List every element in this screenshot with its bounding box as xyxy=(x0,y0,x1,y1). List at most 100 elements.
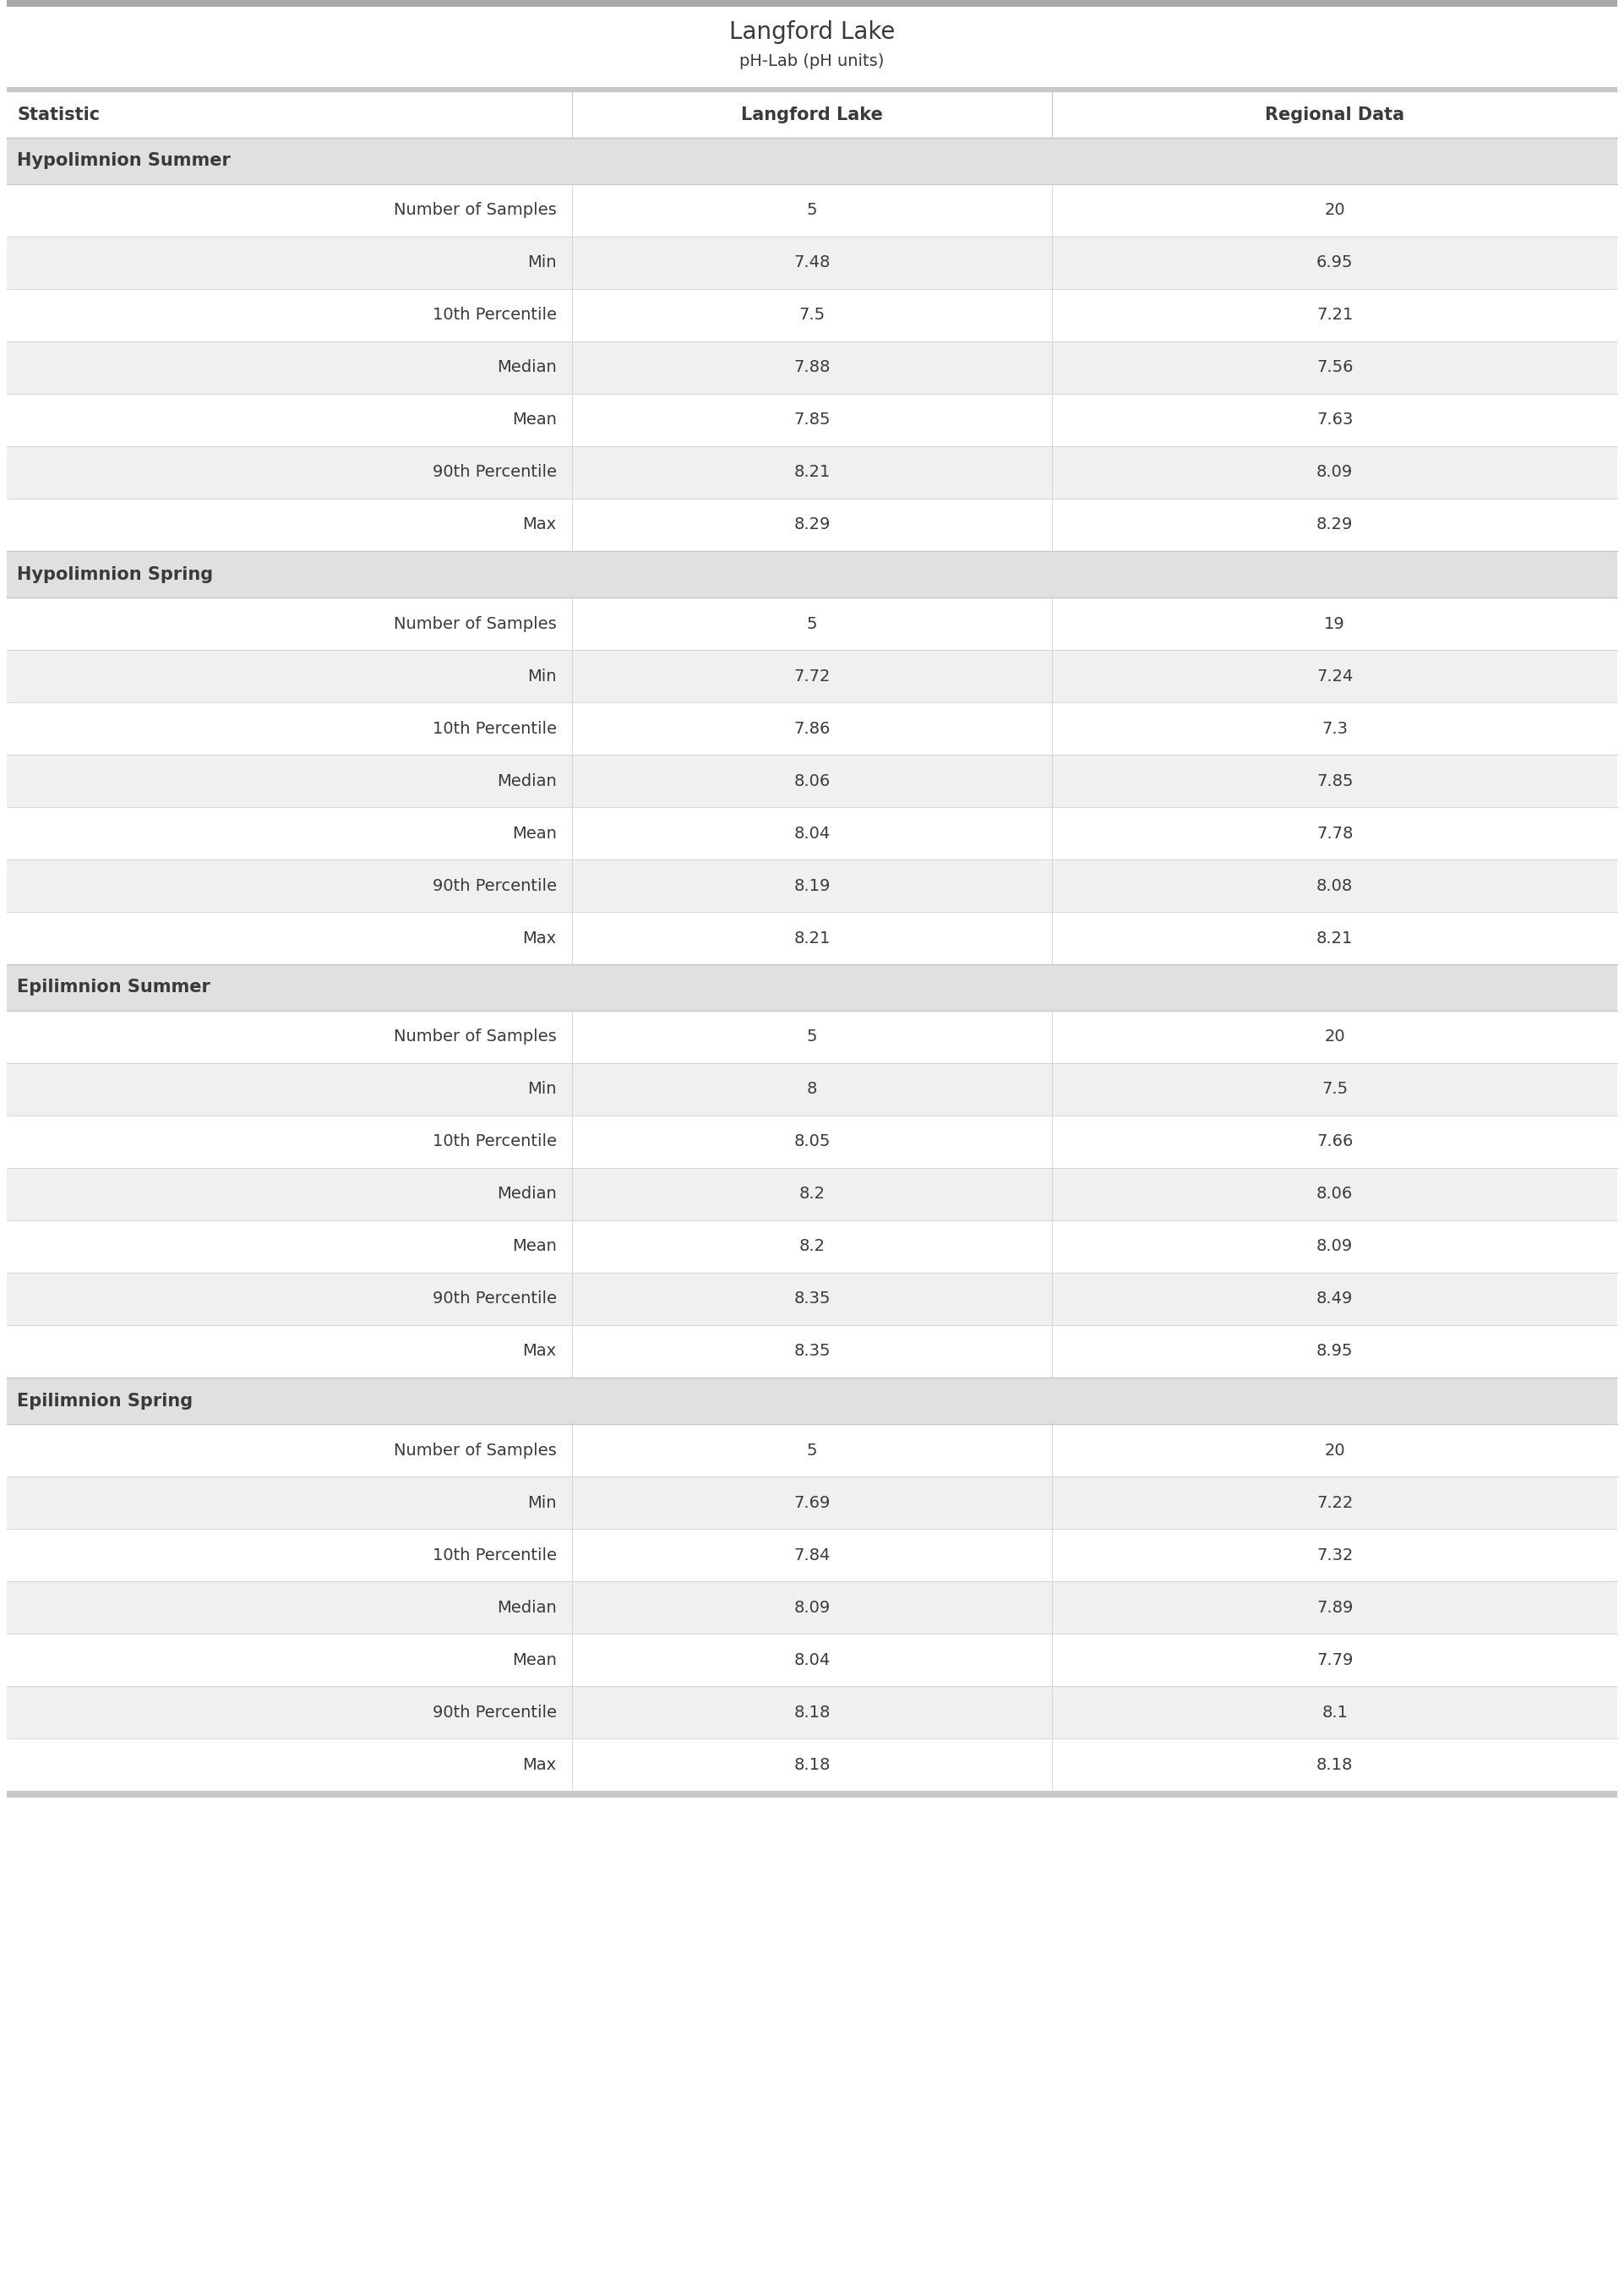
Bar xyxy=(6,1739,1618,1791)
Text: 90th Percentile: 90th Percentile xyxy=(432,1292,557,1308)
Text: Epilimnion Spring: Epilimnion Spring xyxy=(16,1392,193,1410)
Text: 8.29: 8.29 xyxy=(1317,518,1353,533)
Text: 8.08: 8.08 xyxy=(1317,878,1353,894)
Text: 7.85: 7.85 xyxy=(1317,772,1353,790)
Bar xyxy=(6,754,1618,808)
Bar xyxy=(6,913,1618,965)
Text: Hypolimnion Spring: Hypolimnion Spring xyxy=(16,565,213,583)
Text: Langford Lake: Langford Lake xyxy=(741,107,883,123)
Text: Mean: Mean xyxy=(512,411,557,429)
Text: 7.66: 7.66 xyxy=(1317,1133,1353,1151)
Text: Max: Max xyxy=(523,1757,557,1773)
Text: Statistic: Statistic xyxy=(16,107,99,123)
Text: 7.5: 7.5 xyxy=(799,306,825,322)
Text: 8.09: 8.09 xyxy=(1317,465,1353,481)
Text: 8.35: 8.35 xyxy=(794,1344,830,1360)
Text: Median: Median xyxy=(497,1187,557,1203)
Bar xyxy=(6,91,1618,138)
Text: 8.18: 8.18 xyxy=(794,1705,830,1721)
Text: 10th Percentile: 10th Percentile xyxy=(432,1546,557,1564)
Bar xyxy=(6,499,1618,552)
Text: Median: Median xyxy=(497,1600,557,1616)
Text: 8.06: 8.06 xyxy=(1317,1187,1353,1203)
Text: 8.49: 8.49 xyxy=(1317,1292,1353,1308)
Bar xyxy=(6,1634,1618,1687)
Bar xyxy=(6,597,1618,649)
Text: 7.24: 7.24 xyxy=(1317,667,1353,683)
Text: 7.85: 7.85 xyxy=(794,411,830,429)
Text: 7.63: 7.63 xyxy=(1317,411,1353,429)
Text: 8.2: 8.2 xyxy=(799,1187,825,1203)
Text: 5: 5 xyxy=(807,202,817,218)
Text: 8.29: 8.29 xyxy=(794,518,830,533)
Bar xyxy=(6,1476,1618,1528)
Text: 8.19: 8.19 xyxy=(794,878,830,894)
Bar xyxy=(6,965,1618,1010)
Text: 7.88: 7.88 xyxy=(794,359,830,375)
Bar xyxy=(6,701,1618,754)
Bar xyxy=(6,649,1618,701)
Bar xyxy=(6,0,1618,7)
Text: 7.69: 7.69 xyxy=(794,1494,830,1510)
Text: 8.95: 8.95 xyxy=(1317,1344,1353,1360)
Text: Number of Samples: Number of Samples xyxy=(393,1441,557,1457)
Text: 20: 20 xyxy=(1325,1028,1345,1044)
Text: 8.04: 8.04 xyxy=(794,1653,830,1668)
Text: 7.3: 7.3 xyxy=(1322,720,1348,735)
Text: 20: 20 xyxy=(1325,1441,1345,1457)
Text: 8.21: 8.21 xyxy=(794,465,830,481)
Bar xyxy=(6,7,1618,86)
Text: 10th Percentile: 10th Percentile xyxy=(432,306,557,322)
Text: 8.2: 8.2 xyxy=(799,1239,825,1255)
Bar xyxy=(6,808,1618,860)
Text: Median: Median xyxy=(497,772,557,790)
Bar xyxy=(6,1221,1618,1273)
Bar xyxy=(6,860,1618,913)
Bar xyxy=(6,393,1618,447)
Text: 10th Percentile: 10th Percentile xyxy=(432,720,557,735)
Text: 20: 20 xyxy=(1325,202,1345,218)
Text: Max: Max xyxy=(523,931,557,947)
Text: 7.56: 7.56 xyxy=(1317,359,1353,375)
Text: 7.86: 7.86 xyxy=(794,720,830,735)
Text: 8.04: 8.04 xyxy=(794,826,830,842)
Text: 8.18: 8.18 xyxy=(794,1757,830,1773)
Text: 8.21: 8.21 xyxy=(794,931,830,947)
Bar xyxy=(6,1791,1618,1798)
Text: 7.5: 7.5 xyxy=(1322,1081,1348,1096)
Bar xyxy=(6,236,1618,288)
Bar xyxy=(6,1115,1618,1169)
Text: Hypolimnion Summer: Hypolimnion Summer xyxy=(16,152,231,170)
Text: Regional Data: Regional Data xyxy=(1265,107,1405,123)
Text: 5: 5 xyxy=(807,1441,817,1457)
Text: 5: 5 xyxy=(807,1028,817,1044)
Bar xyxy=(6,1169,1618,1221)
Text: 7.84: 7.84 xyxy=(794,1546,830,1564)
Text: 7.79: 7.79 xyxy=(1317,1653,1353,1668)
Bar xyxy=(6,552,1618,597)
Text: 19: 19 xyxy=(1324,615,1345,631)
Text: 8.06: 8.06 xyxy=(794,772,830,790)
Bar xyxy=(6,1273,1618,1326)
Text: pH-Lab (pH units): pH-Lab (pH units) xyxy=(739,54,885,70)
Text: 8: 8 xyxy=(807,1081,817,1096)
Text: 8.21: 8.21 xyxy=(1317,931,1353,947)
Text: 8.09: 8.09 xyxy=(794,1600,830,1616)
Text: Min: Min xyxy=(528,1081,557,1096)
Bar xyxy=(6,1378,1618,1423)
Bar xyxy=(6,86,1618,91)
Text: 8.09: 8.09 xyxy=(1317,1239,1353,1255)
Text: 7.21: 7.21 xyxy=(1317,306,1353,322)
Text: Min: Min xyxy=(528,254,557,270)
Text: Max: Max xyxy=(523,518,557,533)
Text: Median: Median xyxy=(497,359,557,375)
Text: 7.32: 7.32 xyxy=(1317,1546,1353,1564)
Text: 10th Percentile: 10th Percentile xyxy=(432,1133,557,1151)
Bar xyxy=(6,184,1618,236)
Text: 8.35: 8.35 xyxy=(794,1292,830,1308)
Bar xyxy=(6,1326,1618,1378)
Text: 8.1: 8.1 xyxy=(1322,1705,1348,1721)
Text: Min: Min xyxy=(528,667,557,683)
Text: Number of Samples: Number of Samples xyxy=(393,202,557,218)
Text: Mean: Mean xyxy=(512,826,557,842)
